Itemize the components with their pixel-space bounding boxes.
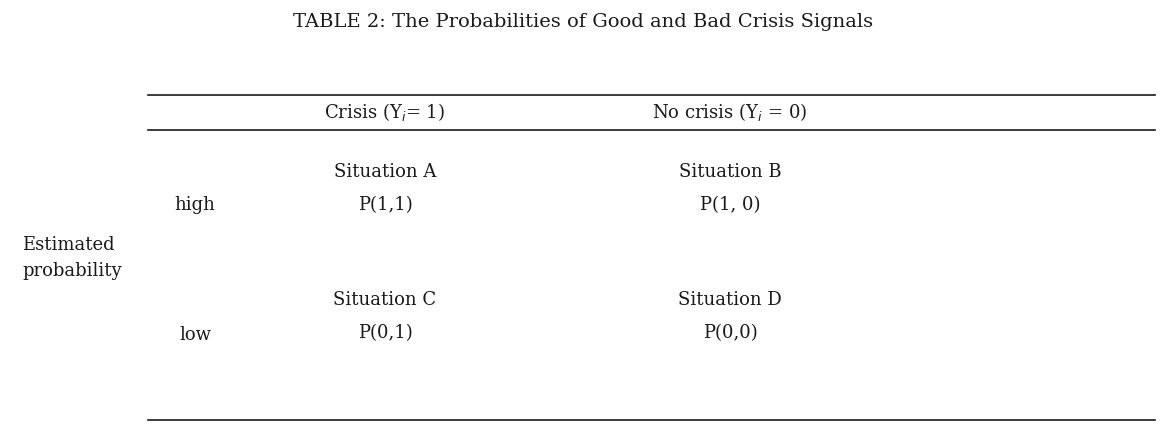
Text: Situation C: Situation C [334,291,436,309]
Text: P(1,1): P(1,1) [357,196,412,214]
Text: Situation B: Situation B [679,163,782,181]
Text: high: high [175,196,216,214]
Text: No crisis (Y$_i$ = 0): No crisis (Y$_i$ = 0) [652,101,808,123]
Text: Crisis (Y$_i$= 1): Crisis (Y$_i$= 1) [324,101,446,123]
Text: low: low [179,326,211,344]
Text: P(0,1): P(0,1) [357,324,412,342]
Text: Estimated
probability: Estimated probability [22,236,121,280]
Text: P(1, 0): P(1, 0) [700,196,760,214]
Text: TABLE 2: The Probabilities of Good and Bad Crisis Signals: TABLE 2: The Probabilities of Good and B… [293,13,873,31]
Text: Situation A: Situation A [334,163,436,181]
Text: Situation D: Situation D [678,291,782,309]
Text: P(0,0): P(0,0) [703,324,757,342]
